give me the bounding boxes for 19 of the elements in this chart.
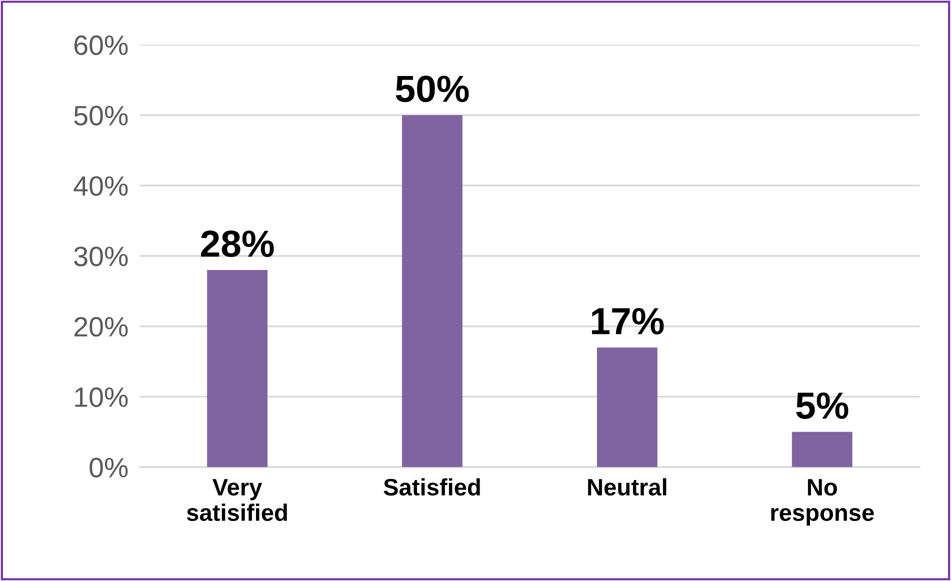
y-tick-label: 0% [90, 458, 128, 478]
y-tick-label: 60% [74, 35, 128, 56]
x-tick-label: Neutral [588, 478, 666, 496]
x-tick-label: Very satisified [186, 479, 287, 522]
bar [596, 347, 658, 468]
y-tick-label: 40% [74, 176, 128, 196]
data-label: 5% [796, 392, 848, 419]
data-label: 17% [592, 308, 664, 334]
y-tick-label: 30% [74, 246, 128, 266]
y-tick-label: 20% [74, 316, 128, 337]
data-label: 28% [201, 230, 274, 258]
data-label: 50% [396, 76, 469, 102]
x-tick-label: No response [771, 479, 874, 526]
bar [402, 115, 462, 468]
y-tick-label: 10% [75, 387, 128, 408]
bar [207, 270, 268, 468]
bar [792, 432, 852, 468]
x-tick-label: Satisfied [384, 478, 480, 496]
y-tick-label: 50% [74, 106, 128, 126]
